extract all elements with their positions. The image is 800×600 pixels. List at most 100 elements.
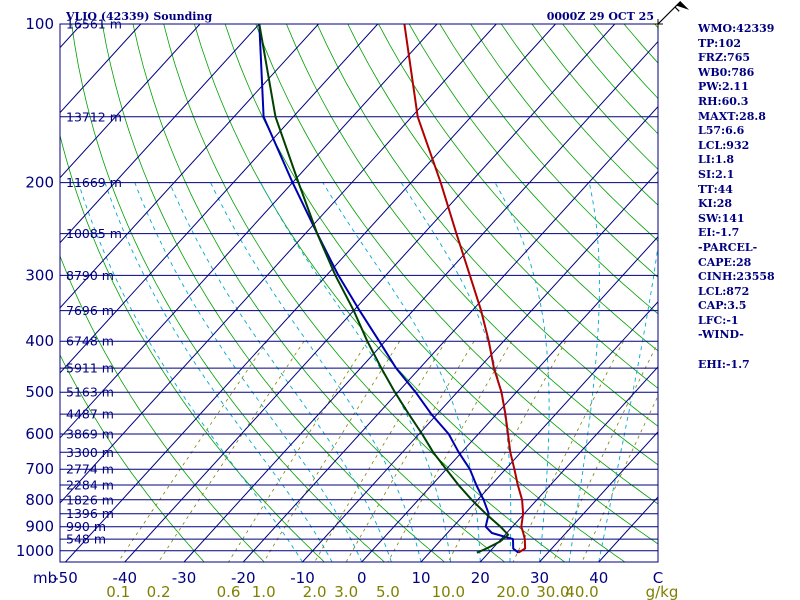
mixing-ratio-tick-label: 0.6 <box>217 583 241 600</box>
pressure-tick-label: 600 <box>25 425 54 443</box>
mixing-ratio-tick-label: 20.0 <box>496 583 529 600</box>
dry-adiabat <box>255 24 658 505</box>
mixing-ratio-line <box>228 340 369 562</box>
height-label: 5911 m <box>66 361 114 376</box>
pressure-tick-label: 800 <box>25 491 54 509</box>
height-label: 548 m <box>66 532 106 547</box>
moist-adiabat <box>568 182 600 562</box>
isotherm <box>60 24 260 244</box>
temperature-tick-label: 0 <box>357 569 367 587</box>
index-item: CINH:23558 <box>698 270 775 284</box>
index-item: L57:6.6 <box>698 124 745 138</box>
dry-adiabat <box>60 254 265 562</box>
isotherm <box>60 24 319 309</box>
mixing-ratio-line <box>387 340 513 562</box>
mixing-ratio-line <box>263 340 401 562</box>
pressure-tick-label: 400 <box>25 332 54 350</box>
wind-barb-staff <box>657 0 682 25</box>
index-item: SI:2.1 <box>698 167 735 181</box>
height-label: 3300 m <box>66 445 114 460</box>
isotherm <box>0 24 22 562</box>
height-label: 8790 m <box>66 268 114 283</box>
moist-adiabat <box>77 182 303 562</box>
index-item: PW:2.11 <box>698 80 749 94</box>
isotherm <box>420 301 658 562</box>
index-item: FRZ:765 <box>698 51 751 65</box>
mixing-ratio-line <box>158 340 305 562</box>
temperature-tick-label: 10 <box>411 569 430 587</box>
dry-adiabat <box>408 24 658 315</box>
mixing-ratio-tick-label: 1.0 <box>252 583 276 600</box>
index-item: CAP:3.5 <box>698 299 747 313</box>
pressure-tick-label: 300 <box>25 266 54 284</box>
moist-adiabat <box>322 182 481 562</box>
mixing-ratio-tick-label: 40.0 <box>565 583 598 600</box>
isotherm <box>60 24 497 504</box>
dry-adiabat <box>101 24 445 562</box>
index-item: -WIND- <box>698 328 744 342</box>
dry-adiabat <box>347 24 658 389</box>
isotherm <box>60 24 201 179</box>
index-item: LFC:-1 <box>698 313 739 327</box>
stability-indices: WMO:42339 TP:102 FRZ:765 WB0:786 PW:2.11 RH:6… <box>698 22 798 372</box>
height-label: 990 m <box>66 519 106 534</box>
index-item: EHI:-1.7 <box>698 357 750 371</box>
temperature-tick-label: 20 <box>471 569 490 587</box>
mixing-ratio-line <box>512 341 624 562</box>
isotherm <box>183 40 658 562</box>
index-item: CAPE:28 <box>698 255 752 269</box>
mixing-ratio-tick-label: 30.0 <box>536 583 569 600</box>
moist-adiabat <box>260 182 452 562</box>
dry-adiabat <box>439 24 658 278</box>
parcel-profile <box>258 24 510 554</box>
wind-barb-flag <box>676 1 690 10</box>
height-label: 3869 m <box>66 427 114 442</box>
dry-adiabat <box>378 24 658 352</box>
mixing-ratio-tick-label: 0.1 <box>106 583 130 600</box>
index-item: SW:141 <box>698 211 745 225</box>
height-label: 5163 m <box>66 385 114 400</box>
index-item: LCL:932 <box>698 138 750 152</box>
dry-adiabat <box>60 354 205 562</box>
dry-adiabat <box>60 133 325 562</box>
dewpoint-profile <box>258 24 520 554</box>
index-item: WB0:786 <box>698 65 755 79</box>
pressure-tick-label: 100 <box>25 15 54 33</box>
height-label: 1826 m <box>66 492 114 507</box>
index-item: KI:28 <box>698 197 733 211</box>
moist-adiabat <box>169 182 392 562</box>
temperature-tick-label: 40 <box>589 569 608 587</box>
pressure-tick-label: 700 <box>25 460 54 478</box>
dry-adiabat <box>224 24 658 545</box>
isotherm <box>124 24 616 562</box>
isotherm <box>302 170 658 562</box>
plot-frame <box>59 23 659 563</box>
index-item: -PARCEL- <box>698 240 758 254</box>
isotherm <box>60 24 379 374</box>
temperature-tick-label: -30 <box>172 569 197 587</box>
height-label: 6748 m <box>66 334 114 349</box>
mixing-ratio-tick-label: 2.0 <box>303 583 327 600</box>
temperature-tick-label: -20 <box>231 569 256 587</box>
mixing-ratio-tick-label: 3.0 <box>334 583 358 600</box>
moist-adiabat <box>598 242 658 562</box>
pressure-tick-label: 500 <box>25 383 54 401</box>
temperature-tick-label: 30 <box>530 569 549 587</box>
pressure-tick-label: 200 <box>25 174 54 192</box>
isobars <box>60 23 658 552</box>
temperature-profile <box>403 24 527 554</box>
height-label: 2774 m <box>66 462 114 477</box>
index-item: EI:-1.7 <box>698 226 740 240</box>
mixing-ratio-line <box>447 341 567 562</box>
dry-adiabat <box>132 24 505 562</box>
isotherm <box>479 366 658 562</box>
mixing-ratio-tick-label: g/kg <box>646 583 679 600</box>
height-label: 4487 m <box>66 407 114 422</box>
height-label: 13712 m <box>66 109 122 124</box>
height-label: 11669 m <box>66 175 122 190</box>
index-item: LI:1.8 <box>698 153 735 167</box>
temperature-tick-label: -50 <box>53 569 78 587</box>
moist-adiabat <box>494 182 550 562</box>
